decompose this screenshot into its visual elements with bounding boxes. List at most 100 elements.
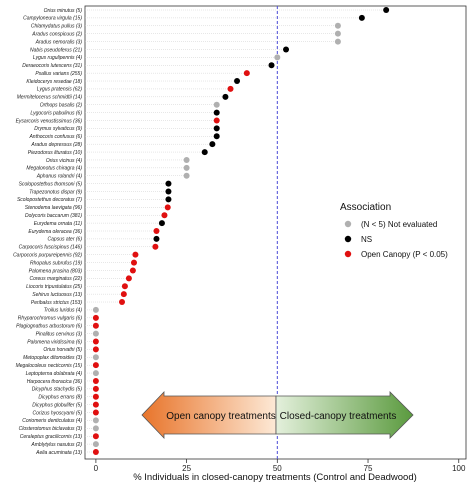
species-label: Leptopterna dolabrata (4) [26,371,83,377]
species-label: Aradus nemoralis (3) [35,39,83,45]
data-point [92,354,99,361]
species-label: Harpocera thoracica (36) [27,379,83,385]
species-label: Dicyphus errans (8) [38,395,82,401]
species-label: Eurydema ornata (11) [34,221,83,227]
species-label: Campyloneura virgula (15) [23,16,82,22]
data-point [183,164,190,171]
species-label: Coreus marginatus (22) [29,276,82,282]
species-label: Amblytylus nasutus (2) [30,442,82,448]
data-point [222,93,229,100]
species-label: Trapezonotus dispar (9) [29,189,82,195]
data-point [92,409,99,416]
species-label: Orthops basalis (2) [40,103,83,109]
data-point [383,7,390,13]
legend-marker-ns [344,235,352,243]
data-point [121,283,128,290]
data-point [165,196,172,203]
x-tick-label: 50 [273,464,282,473]
data-point [153,228,160,234]
x-tick-label: 0 [94,464,99,473]
species-label: Closterotomus biclavatus (3) [19,426,83,432]
species-label: Pinalitus cervinus (3) [36,331,83,337]
data-point [92,417,99,424]
species-label: Aelia acuminata (13) [35,450,82,456]
data-point [227,85,234,92]
data-point [92,346,99,353]
legend-label-not-evaluated: (N < 5) Not evaluated [361,220,437,229]
data-points [92,7,390,455]
data-point [213,109,220,116]
species-label: Rhopalus subrufus (19) [30,260,82,266]
x-tick-label: 75 [364,464,373,473]
species-label: Carpocoris fuscispinus (146) [19,245,83,251]
species-label: Dolycoris baccarum (381) [25,213,82,219]
species-label: Troilus luridus (4) [44,308,83,314]
species-label: Orius minutus (5) [44,8,83,14]
arrow-closed-canopy-label: Closed-canopy treatments [280,411,397,422]
data-point [152,243,159,250]
species-label: Megalonotus chiragra (4) [26,166,82,172]
species-label: Carpocoris purpureipennis (92) [13,252,82,258]
species-label: Dicyphus globulifer (5) [32,402,82,408]
data-point [274,54,281,61]
data-point [130,259,137,266]
species-label: Corizus hyoscyami (5) [33,410,83,416]
species-label: Eurydema oleracea (36) [28,229,82,235]
species-label: Chlamydatus pullus (3) [31,24,82,30]
data-point [92,314,99,321]
species-label: Aphanus rolandri (4) [36,174,83,180]
species-label: Nabis pseudoferus (21) [30,47,82,53]
x-axis: 0 25 50 75 100 [94,459,466,473]
species-label: Mermitelocerus schmidtii (14) [17,95,83,101]
legend-marker-not-evaluated [344,220,352,228]
species-label: Lygocoris pabulinus (6) [30,110,82,116]
species-labels: Orius minutus (5) Campyloneura virgula (1… [13,8,82,456]
species-label: Liocoris tripustulatus (25) [26,284,82,290]
species-label: Piezodorus lituratus (10) [28,150,83,156]
data-point [358,14,365,21]
legend: Association (N < 5) Not evaluated NS Ope… [332,196,464,276]
species-label: Palomena viridissima (6) [27,339,82,345]
species-label: Orius horvathi (5) [43,347,82,353]
data-point [92,449,99,455]
data-point [201,149,208,156]
data-point [92,401,99,408]
data-point [92,441,99,448]
species-label: Lygus pratensis (62) [37,87,83,93]
data-point [92,385,99,392]
x-tick-label: 25 [182,464,191,473]
data-point [92,322,99,329]
species-label: Orius vicinus (4) [46,158,82,164]
data-point [92,377,99,384]
data-point [213,125,220,132]
data-point [234,78,241,85]
grid-lines [85,9,387,453]
data-point [158,220,165,227]
species-label: Psallus varians (255) [35,71,82,77]
species-label: Coriomeris denticulatus (4) [22,418,82,424]
data-point [183,156,190,163]
species-label: Eysarcoris venustissimus (36) [16,118,83,124]
data-point [119,299,126,306]
species-label: Scolopostethus decoratus (7) [17,197,82,203]
data-point [243,70,250,77]
species-label: Megalocoleus necticornis (15) [16,363,83,369]
data-point [92,306,99,313]
species-label: Anthocoris confusus (6) [28,134,82,140]
species-label: Rhyparochromus vulgaris (6) [18,316,83,322]
data-point [165,188,172,195]
data-point [92,362,99,369]
legend-label-ns: NS [361,235,372,244]
x-axis-title: % Individuals in closed-canopy treatment… [133,472,417,483]
data-point [334,38,341,45]
species-label: Kleidocerys resedae (18) [26,79,82,85]
species-label: Sehirus luctuosus (13) [32,292,82,298]
data-point [92,433,99,440]
data-point [129,267,136,274]
data-point [213,117,220,124]
species-label: Stenodema laevigata (96) [25,205,83,211]
species-label: Ceraleptus gracilicornis (13) [20,434,83,440]
data-point [165,180,172,187]
species-label: Palomena prasina (803) [29,268,83,274]
